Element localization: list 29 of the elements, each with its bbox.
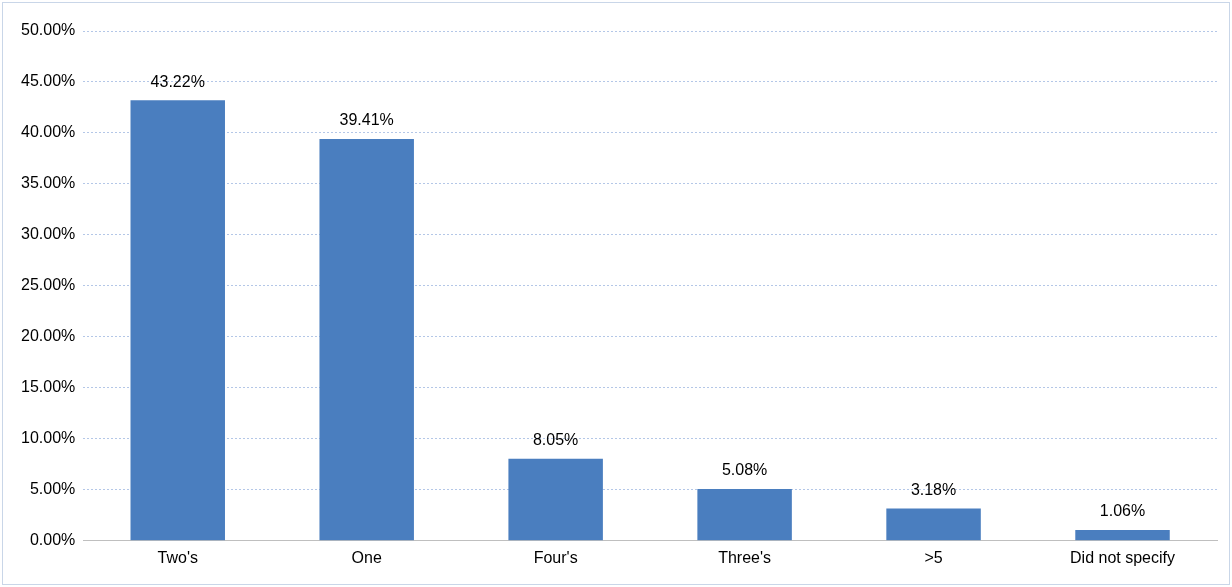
x-tick-label: Two's <box>157 548 198 566</box>
data-label: 5.08% <box>721 461 768 479</box>
y-tick-label: 25.00% <box>21 276 76 294</box>
data-label: 1.06% <box>1099 502 1146 520</box>
bar <box>130 100 225 541</box>
x-tick-label: One <box>351 548 382 566</box>
bar <box>1075 529 1170 541</box>
y-tick-label: 5.00% <box>29 480 76 498</box>
data-label: 8.05% <box>532 431 579 449</box>
y-tick-label: 15.00% <box>21 378 76 396</box>
y-tick-label: 10.00% <box>21 429 76 447</box>
y-tick-label: 30.00% <box>21 225 76 243</box>
data-label: 39.41% <box>339 111 394 129</box>
x-tick-label: Four's <box>533 548 578 566</box>
data-label: 3.18% <box>910 480 957 498</box>
y-tick-label: 40.00% <box>21 123 76 141</box>
y-tick-label: 35.00% <box>21 174 76 192</box>
bar <box>508 458 603 541</box>
y-tick-label: 20.00% <box>21 327 76 345</box>
data-label: 43.22% <box>150 72 205 90</box>
bar <box>697 489 792 541</box>
y-tick-label: 0.00% <box>29 531 76 549</box>
x-tick-label: Did not specify <box>1070 548 1175 566</box>
y-tick-label: 50.00% <box>21 21 76 39</box>
y-tick-label: 45.00% <box>21 72 76 90</box>
bar <box>319 138 414 541</box>
x-tick-label: Three's <box>718 548 772 566</box>
x-tick-label: >5 <box>924 548 943 566</box>
bar <box>886 508 981 541</box>
